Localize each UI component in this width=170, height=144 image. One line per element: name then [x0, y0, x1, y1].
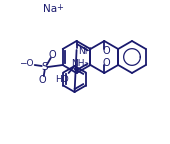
- Text: S: S: [41, 62, 48, 72]
- Text: O: O: [49, 50, 57, 60]
- Text: O: O: [103, 58, 110, 68]
- Text: Na: Na: [43, 4, 57, 14]
- Text: NH₂: NH₂: [71, 58, 88, 68]
- Text: −O: −O: [20, 59, 34, 69]
- Text: HO: HO: [55, 74, 69, 84]
- Text: +: +: [57, 2, 63, 12]
- Text: O: O: [103, 46, 110, 56]
- Text: O: O: [39, 75, 47, 85]
- Text: NH: NH: [78, 47, 91, 55]
